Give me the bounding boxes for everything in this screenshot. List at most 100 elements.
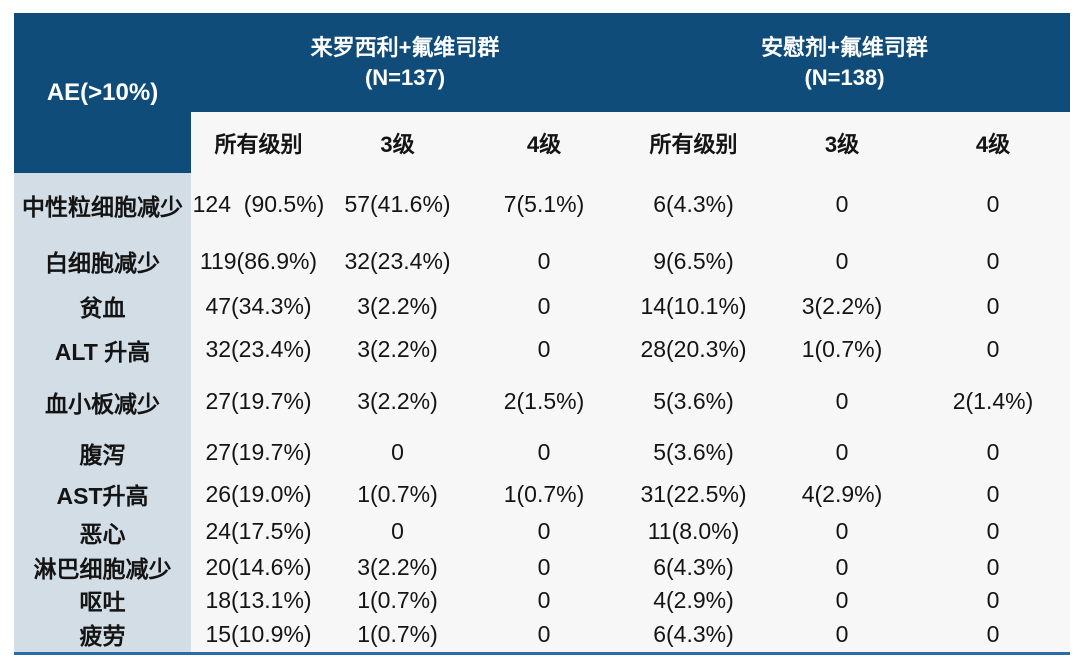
- corner-header-cell: AE(>10%): [14, 13, 191, 173]
- ae-value-cell: 27(19.7%): [205, 388, 312, 414]
- ae-value-cell: 3(2.2%): [357, 388, 438, 414]
- ae-value-cell: 0: [835, 620, 849, 647]
- ae-value-cell: 1(0.7%): [801, 336, 883, 362]
- ae-value-cell: 5(3.6%): [653, 439, 734, 465]
- ae-value-cell: 4(2.9%): [653, 586, 734, 613]
- ae-value-cell: 15(10.9%): [205, 620, 312, 647]
- table-row: 中性粒细胞减少 124 (90.5%) 57(41.6%) 7(5.1%) 6(4.3%…: [14, 173, 1070, 236]
- ae-value-cell: 1(0.7%): [357, 620, 438, 647]
- ae-value-cell: 1(0.7%): [357, 480, 438, 507]
- ae-value-cell: 0: [986, 553, 1000, 580]
- ae-row-label: 淋巴细胞减少: [14, 550, 191, 584]
- ae-value-cell: 119(86.9%): [199, 247, 318, 274]
- ae-row-label: ALT 升高: [14, 326, 191, 373]
- ae-row-label: 中性粒细胞减少: [14, 173, 191, 236]
- ae-value-cell: 0: [835, 191, 849, 217]
- ae-value-cell: 7(5.1%): [503, 191, 585, 217]
- ae-value-cell: 27(19.7%): [205, 439, 312, 465]
- ae-value-cell: 0: [537, 292, 551, 319]
- ae-value-cell: 9(6.5%): [653, 247, 734, 274]
- ae-value-cell: 0: [986, 480, 1000, 507]
- table-row: 呕吐 18(13.1%) 1(0.7%) 0 4(2.9%) 0 0: [14, 583, 1070, 617]
- ae-value-cell: 0: [537, 620, 551, 647]
- ae-value-cell: 57(41.6%): [344, 191, 451, 217]
- group-title: 来罗西利+氟维司群: [310, 34, 500, 60]
- table-row: 恶心 24(17.5%) 0 0 11(8.0%) 0 0: [14, 513, 1070, 550]
- table-row: ALT 升高 32(23.4%) 3(2.2%) 0 28(20.3%) 1(0.7%) 0: [14, 326, 1070, 373]
- ae-value-cell: 32(23.4%): [205, 336, 312, 362]
- ae-row-label: 疲劳: [14, 616, 191, 652]
- ae-value-cell: 32(23.4%): [344, 247, 451, 274]
- ae-value-cell: 0: [537, 518, 551, 544]
- ae-value-cell: 0: [835, 518, 849, 544]
- ae-row-label: 血小板减少: [14, 373, 191, 430]
- ae-value-cell: 0: [835, 439, 849, 465]
- ae-value-cell: 47(34.3%): [205, 292, 312, 319]
- ae-value-cell: 18(13.1%): [205, 586, 312, 613]
- ae-value-cell: 4(2.9%): [801, 480, 883, 507]
- ae-value-cell: 1(0.7%): [357, 586, 438, 613]
- ae-value-cell: 0: [537, 336, 551, 362]
- ae-value-cell: 0: [986, 292, 1000, 319]
- ae-row-label: 贫血: [14, 286, 191, 326]
- ae-value-cell: 6(4.3%): [653, 553, 734, 580]
- ae-value-cell: 0: [537, 586, 551, 613]
- group-header-placebo-fulvestrant: 安慰剂+氟维司群 (N=138): [619, 13, 1070, 112]
- ae-value-cell: 0: [391, 439, 404, 465]
- ae-value-cell: 0: [391, 518, 404, 544]
- column-header-grade-3: 3级: [768, 112, 916, 173]
- ae-value-cell: 20(14.6%): [205, 553, 312, 580]
- ae-value-cell: 28(20.3%): [640, 336, 747, 362]
- group-n-count: (N=137): [364, 64, 446, 90]
- ae-value-cell: 0: [835, 247, 849, 274]
- ae-value-cell: 0: [986, 586, 1000, 613]
- column-header-grade-3: 3级: [326, 112, 469, 173]
- ae-value-cell: 0: [537, 553, 551, 580]
- column-header-grade-4: 4级: [916, 112, 1070, 173]
- ae-value-cell: 0: [986, 336, 1000, 362]
- ae-value-cell: 11(8.0%): [647, 518, 740, 544]
- ae-value-cell: 3(2.2%): [357, 292, 438, 319]
- ae-value-cell: 5(3.6%): [653, 388, 734, 414]
- group-header-letrociclib-fulvestrant: 来罗西利+氟维司群 (N=137): [191, 13, 619, 112]
- ae-value-cell: 0: [835, 553, 849, 580]
- ae-row-label: AST升高: [14, 475, 191, 513]
- table-row: 白细胞减少 119(86.9%) 32(23.4%) 0 9(6.5%) 0 0: [14, 236, 1070, 286]
- table-row: 贫血 47(34.3%) 3(2.2%) 0 14(10.1%) 3(2.2%) 0: [14, 286, 1070, 326]
- table-body: 中性粒细胞减少 124 (90.5%) 57(41.6%) 7(5.1%) 6(4.3%…: [14, 173, 1070, 652]
- group-title: 安慰剂+氟维司群: [761, 34, 928, 60]
- ae-value-cell: 0: [986, 247, 1000, 274]
- ae-value-cell: 6(4.3%): [653, 620, 734, 647]
- ae-row-label: 恶心: [14, 513, 191, 550]
- group-n-count: (N=138): [804, 64, 885, 90]
- table-row: AST升高 26(19.0%) 1(0.7%) 1(0.7%) 31(22.5%) 4(2…: [14, 475, 1070, 513]
- ae-value-cell: 1(0.7%): [503, 480, 585, 507]
- ae-value-cell: 124 (90.5%): [192, 191, 325, 217]
- ae-value-cell: 6(4.3%): [653, 191, 734, 217]
- column-header-grade-4: 4级: [469, 112, 619, 173]
- table-row: 腹泻 27(19.7%) 0 0 5(3.6%) 0 0: [14, 430, 1070, 475]
- ae-value-cell: 0: [835, 586, 849, 613]
- ae-value-cell: 26(19.0%): [205, 480, 312, 507]
- ae-row-label: 呕吐: [14, 583, 191, 617]
- ae-value-cell: 31(22.5%): [640, 480, 747, 507]
- ae-value-cell: 0: [986, 620, 1000, 647]
- ae-row-label: 腹泻: [14, 430, 191, 475]
- ae-value-cell: 0: [986, 439, 1000, 465]
- ae-value-cell: 0: [537, 439, 551, 465]
- ae-value-cell: 2(1.4%): [952, 388, 1034, 414]
- ae-value-cell: 0: [537, 247, 551, 274]
- corner-header-label: AE(>10%): [46, 79, 159, 106]
- ae-value-cell: 0: [986, 191, 1000, 217]
- column-header-all-grades: 所有级别: [191, 112, 326, 173]
- ae-value-cell: 3(2.2%): [357, 553, 438, 580]
- ae-value-cell: 3(2.2%): [357, 336, 438, 362]
- adverse-events-table: AE(>10%) 来罗西利+氟维司群 (N=137) 安慰剂+氟维司群 (N=1…: [14, 13, 1070, 655]
- ae-value-cell: 0: [986, 518, 1000, 544]
- table-header: AE(>10%) 来罗西利+氟维司群 (N=137) 安慰剂+氟维司群 (N=1…: [14, 13, 1070, 173]
- ae-value-cell: 24(17.5%): [205, 518, 312, 544]
- table-row: 血小板减少 27(19.7%) 3(2.2%) 2(1.5%) 5(3.6%) 0 2(1.…: [14, 373, 1070, 430]
- ae-value-cell: 3(2.2%): [801, 292, 883, 319]
- column-header-all-grades: 所有级别: [619, 112, 768, 173]
